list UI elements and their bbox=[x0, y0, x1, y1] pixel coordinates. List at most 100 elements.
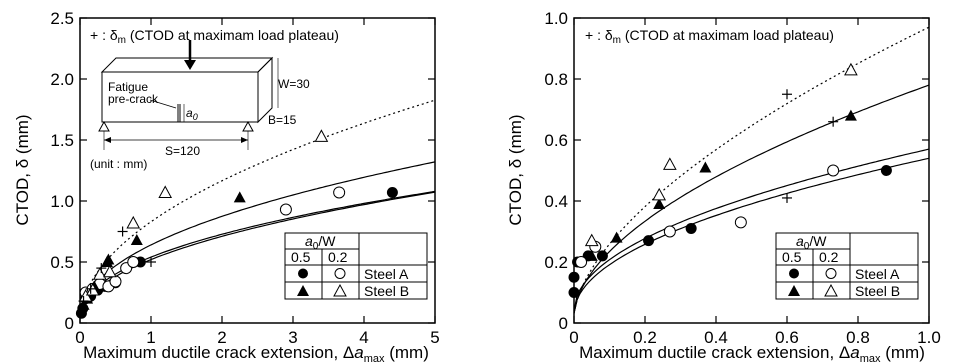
y-tick-label: 2.0 bbox=[50, 70, 74, 89]
fit-curve bbox=[573, 84, 930, 314]
point-open-triangle bbox=[93, 267, 107, 280]
point-open-circle bbox=[663, 225, 676, 238]
legend-filled-circle-icon bbox=[298, 268, 308, 279]
inset-S-label: S=120 bbox=[165, 144, 200, 158]
point-open-triangle bbox=[102, 264, 117, 278]
point-filled-triangle bbox=[233, 191, 246, 203]
point-filled-circle bbox=[880, 165, 892, 176]
x-tick-label: 0 bbox=[569, 328, 578, 347]
left-note: + : δm (CTOD at maximam load plateau) bbox=[90, 27, 339, 46]
x-tick-label: 0.2 bbox=[633, 328, 657, 347]
legend-open-triangle-icon bbox=[333, 283, 347, 297]
point-open-circle bbox=[734, 216, 747, 229]
inset-precrack-label: pre-crack bbox=[108, 92, 159, 106]
left-legend-steel-a: Steel A bbox=[364, 266, 409, 282]
right-legend-steel-b: Steel B bbox=[855, 283, 900, 299]
left-plot-frame bbox=[79, 17, 436, 324]
point-filled-triangle bbox=[699, 161, 712, 173]
x-tick-label: 4 bbox=[359, 328, 368, 347]
point-open-triangle bbox=[584, 233, 599, 247]
right-plot-frame bbox=[573, 17, 930, 324]
y-tick-label: 0.4 bbox=[544, 192, 568, 211]
point-filled-triangle bbox=[610, 231, 623, 243]
point-open-triangle bbox=[663, 157, 677, 170]
point-filled-triangle bbox=[102, 253, 115, 265]
fit-curve bbox=[573, 157, 930, 314]
y-tick-label: 2.5 bbox=[50, 9, 74, 28]
point-filled-circle bbox=[568, 271, 580, 283]
legend-open-triangle-icon bbox=[824, 283, 838, 297]
left-x-axis-title: Maximum ductile crack extension, Δamax (… bbox=[83, 343, 429, 363]
x-tick-label: 1 bbox=[146, 328, 155, 347]
right-legend-steel-a: Steel A bbox=[855, 266, 900, 282]
right-note: + : δm (CTOD at maximam load plateau) bbox=[585, 27, 834, 46]
point-open-circle bbox=[127, 256, 140, 268]
point-open-circle bbox=[333, 186, 346, 199]
right-data-points bbox=[568, 62, 892, 298]
point-filled-triangle bbox=[844, 109, 857, 121]
right-axis-ticks: 0 0.2 0.4 0.6 0.8 1.0 0 0.2 0.4 0.6 0.8 1.0 bbox=[544, 9, 940, 347]
x-tick-label: 3 bbox=[288, 328, 297, 347]
point-open-triangle bbox=[314, 129, 329, 142]
y-tick-label: 1.5 bbox=[50, 131, 74, 150]
inset-W-label: W=30 bbox=[278, 77, 310, 91]
x-tick-label: 0.6 bbox=[775, 328, 799, 347]
left-axis-ticks: 0 1 2 3 4 5 0 0.5 1.0 1.5 2.0 2.5 bbox=[50, 9, 439, 347]
point-filled-circle bbox=[596, 250, 608, 262]
right-legend-col-05: 0.5 bbox=[782, 249, 802, 265]
left-chart: 0 1 2 3 4 5 0 0.5 1.0 1.5 2.0 2.5 + : δm (CTOD at m… bbox=[13, 9, 440, 363]
left-legend-steel-b: Steel B bbox=[364, 283, 409, 299]
point-filled-triangle bbox=[130, 234, 143, 246]
x-tick-label: 1.0 bbox=[917, 328, 941, 347]
point-open-circle bbox=[109, 275, 122, 288]
right-x-axis-title: Maximum ductile crack extension, Δamax (… bbox=[579, 343, 925, 363]
inset-fatigue-label: Fatigue bbox=[108, 80, 148, 94]
inset-B-label: B=15 bbox=[268, 113, 297, 127]
point-filled-circle bbox=[568, 287, 580, 298]
point-open-triangle bbox=[158, 185, 173, 198]
left-legend-col-02: 0.2 bbox=[328, 249, 348, 265]
legend-filled-triangle-icon bbox=[788, 285, 800, 296]
x-tick-label: 2 bbox=[217, 328, 226, 347]
y-tick-label: 0.5 bbox=[50, 253, 74, 272]
y-tick-label: 0.8 bbox=[544, 70, 568, 89]
y-tick-label: 0 bbox=[559, 314, 568, 333]
right-legend-header: a0/W bbox=[796, 233, 827, 252]
legend-open-circle-icon bbox=[334, 268, 346, 279]
point-filled-triangle bbox=[585, 249, 598, 261]
right-chart: 0 0.2 0.4 0.6 0.8 1.0 0 0.2 0.4 0.6 0.8 1.0 + : δm … bbox=[506, 9, 941, 363]
x-tick-label: 5 bbox=[430, 328, 439, 347]
y-tick-label: 0.6 bbox=[544, 131, 568, 150]
right-y-axis-title: CTOD, δ (mm) bbox=[506, 114, 525, 225]
point-open-triangle bbox=[844, 62, 858, 76]
point-filled-triangle bbox=[653, 198, 666, 210]
fit-curve bbox=[573, 148, 930, 311]
y-tick-label: 1.0 bbox=[50, 192, 74, 211]
y-tick-label: 0 bbox=[65, 314, 74, 333]
left-legend-header: a0/W bbox=[305, 233, 336, 252]
point-open-triangle bbox=[85, 283, 100, 296]
legend-open-circle-icon bbox=[825, 268, 837, 279]
point-open-circle bbox=[279, 203, 292, 216]
fit-curve bbox=[79, 161, 436, 314]
x-tick-label: 0 bbox=[75, 328, 84, 347]
left-legend: a0/W 0.5 0.2 Steel A Steel B bbox=[284, 232, 428, 300]
fit-curve bbox=[573, 26, 930, 314]
point-filled-circle bbox=[685, 222, 697, 234]
point-open-circle bbox=[575, 256, 588, 268]
point-filled-circle bbox=[386, 186, 398, 198]
point-open-circle bbox=[827, 164, 840, 177]
fit-curve bbox=[79, 99, 436, 314]
left-y-axis-title: CTOD, δ (mm) bbox=[13, 114, 32, 225]
left-data-points bbox=[75, 129, 398, 319]
legend-filled-circle-icon bbox=[789, 268, 799, 279]
inset-unit-label: (unit : mm) bbox=[90, 157, 147, 171]
point-open-triangle bbox=[126, 215, 141, 229]
inset-a0-label: a0 bbox=[186, 106, 198, 122]
y-tick-label: 1.0 bbox=[544, 9, 568, 28]
right-legend-col-02: 0.2 bbox=[819, 249, 839, 265]
y-tick-label: 0.2 bbox=[544, 253, 568, 272]
left-legend-col-05: 0.5 bbox=[291, 249, 311, 265]
x-tick-label: 0.4 bbox=[704, 328, 728, 347]
